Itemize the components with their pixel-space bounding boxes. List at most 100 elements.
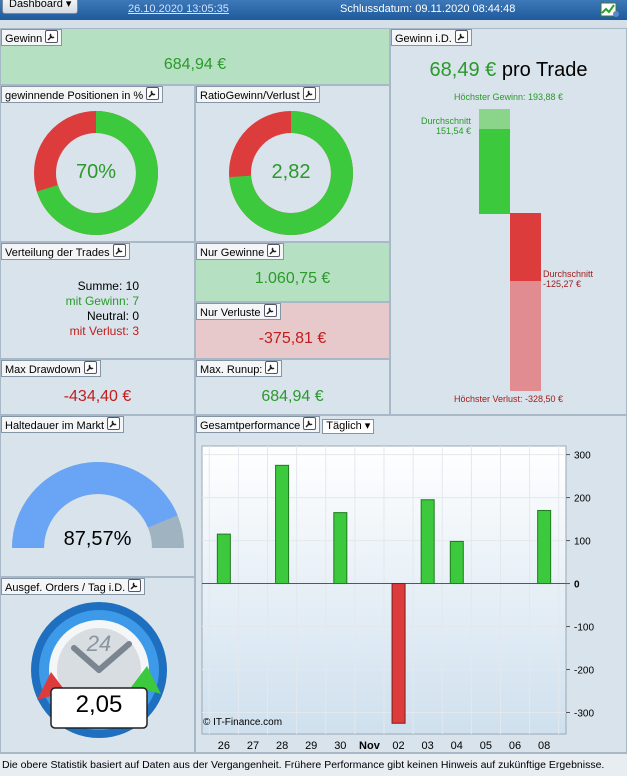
y-tick-label: 100 (574, 537, 591, 548)
y-tick-label: 0 (574, 580, 580, 591)
end-date-text: Schlussdatum: 09.11.2020 08:44:48 (340, 3, 516, 15)
chart-bar (333, 512, 348, 585)
ratio-value: 2,82 (271, 161, 311, 183)
highest-loss-label: Höchster Verlust: -328,50 € (453, 394, 564, 404)
chart-bar (420, 499, 435, 585)
avg-gain-label: Durchschnitt (420, 116, 471, 126)
panel-title-label: Haltedauer im Markt (5, 420, 105, 432)
start-date-link[interactable]: 26.10.2020 13:05:35 (128, 3, 229, 15)
panel-title: Gesamtperformance Täglich ▾ (196, 416, 375, 434)
per-trade-value: 68,49 € (429, 59, 497, 81)
panel-title: Ausgef. Orders / Tag i.D. (1, 578, 146, 595)
panel-max-drawdown: Max Drawdown -434,40 € (0, 359, 195, 415)
max-drawdown-value: -434,40 € (63, 388, 132, 405)
panel-title-label: Gewinn i.D. (395, 33, 452, 45)
panel-title: Gewinn (1, 29, 63, 46)
period-dropdown[interactable]: Täglich ▾ (322, 419, 375, 434)
period-label: Täglich (326, 420, 362, 432)
chart-bar (216, 533, 231, 585)
dashboard-dropdown[interactable]: Dashboard ▾ (2, 0, 79, 14)
gain-bar-upper (479, 109, 510, 129)
only-losses-value: -375,81 € (258, 330, 327, 347)
chart-bar (275, 464, 290, 585)
distribution-sum: Summe: 10 (77, 279, 139, 293)
wrench-icon[interactable] (112, 244, 126, 257)
panel-gewinn: Gewinn 684,94 € (0, 28, 390, 85)
avg-gain-text: Durchschnitt 151,54 € (411, 116, 471, 136)
wrench-icon[interactable] (107, 417, 121, 430)
wrench-icon[interactable] (303, 417, 317, 430)
donut-win-arc (34, 111, 158, 235)
wrench-icon[interactable] (454, 30, 468, 43)
panel-title: Max. Runup: (196, 360, 283, 377)
y-tick-label: -100 (574, 623, 594, 634)
chart-bar (537, 509, 552, 585)
panel-distribution: Verteilung der Trades Summe: 10 mit Gewi… (0, 242, 195, 359)
y-tick-label: -300 (574, 709, 594, 720)
loss-bar (510, 213, 541, 391)
wrench-icon[interactable] (146, 87, 160, 100)
win-donut-chart (34, 111, 158, 235)
wrench-icon[interactable] (128, 579, 142, 592)
top-bar: Dashboard ▾ 26.10.2020 13:05:35 Schlussd… (0, 0, 627, 20)
x-tick-label: 29 (305, 740, 317, 752)
x-tick-label: 27 (247, 740, 259, 752)
chart-settings-icon[interactable] (600, 1, 620, 18)
wrench-icon[interactable] (265, 361, 279, 374)
gewinn-value: 684,94 € (163, 56, 227, 73)
panel-title-box: Gesamtperformance (196, 416, 321, 433)
x-tick-label: 04 (451, 740, 463, 752)
x-tick-label: 06 (509, 740, 521, 752)
x-tick-label: 30 (334, 740, 346, 752)
avg-loss-label: Durchschnitt (543, 269, 594, 279)
distribution-list: Summe: 10 mit Gewinn: 7 Neutral: 0 mit V… (1, 279, 139, 339)
panel-max-runup: Max. Runup: 684,94 € (195, 359, 390, 415)
panel-title-label: Verteilung der Trades (5, 247, 110, 259)
panel-title-label: gewinnende Positionen in % (5, 90, 144, 102)
wrench-icon[interactable] (263, 304, 277, 317)
panel-orders-per-day: Ausgef. Orders / Tag i.D. 24 2,05 (0, 577, 195, 753)
win-percent-value: 70% (75, 161, 117, 183)
x-tick-label: Nov (359, 740, 381, 752)
y-tick-label: 200 (574, 494, 591, 505)
panel-title-label: Nur Verluste (200, 307, 261, 319)
panel-title: RatioGewinn/Verlust (196, 86, 320, 103)
x-tick-label: 02 (392, 740, 404, 752)
x-tick-label: 08 (538, 740, 550, 752)
panel-holding-time: Haltedauer im Markt 87,57% (0, 415, 195, 577)
x-tick-label: 03 (422, 740, 434, 752)
wrench-icon[interactable] (45, 30, 59, 43)
gain-bar-avg (479, 129, 510, 214)
panel-title-label: Ausgef. Orders / Tag i.D. (5, 582, 126, 594)
wrench-icon[interactable] (267, 244, 281, 257)
panel-title: Haltedauer im Markt (1, 416, 125, 433)
panel-title-label: Max Drawdown (5, 364, 81, 376)
highest-gain-label: Höchster Gewinn: 193,88 € (453, 92, 564, 102)
donut-win-arc (229, 111, 353, 235)
wrench-icon[interactable] (83, 361, 97, 374)
panel-title-label: RatioGewinn/Verlust (200, 90, 300, 102)
panel-only-losses: Nur Verluste -375,81 € (195, 302, 390, 359)
loss-bar-lower (510, 281, 541, 391)
panel-title: gewinnende Positionen in % (1, 86, 164, 103)
gauge-fill-arc (12, 462, 178, 548)
chart-bar (391, 583, 406, 724)
avg-loss-value: -125,27 € (543, 279, 582, 289)
distribution-losses: mit Verlust: 3 (69, 324, 139, 338)
disclaimer-footer: Die obere Statistik basiert auf Daten au… (0, 753, 627, 776)
x-tick-label: 26 (218, 740, 230, 752)
clock-label: 24 (86, 631, 112, 656)
panel-title-label: Max. Runup: (200, 364, 263, 376)
panel-title-label: Gesamtperformance (200, 420, 301, 432)
watermark: © IT-Finance.com (203, 717, 283, 728)
distribution-wins: mit Gewinn: 7 (65, 294, 139, 308)
panel-title: Nur Gewinne (196, 243, 285, 260)
clock-icon (31, 602, 167, 738)
panel-only-gains: Nur Gewinne 1.060,75 € (195, 242, 390, 302)
avg-loss-text: Durchschnitt -125,27 € (543, 269, 593, 289)
holding-gauge (12, 462, 184, 548)
loss-bar-avg (510, 213, 541, 281)
wrench-icon[interactable] (302, 87, 316, 100)
avg-gain-value: 151,54 € (435, 126, 471, 136)
panel-total-performance: Gesamtperformance Täglich ▾ 300 200 100 0 -10… (195, 415, 627, 753)
